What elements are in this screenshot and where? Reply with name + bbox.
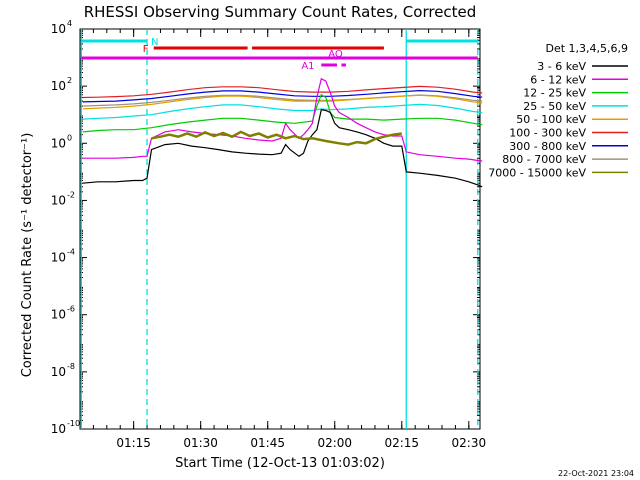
legend-entry-label: 7000 - 15000 keV	[488, 166, 586, 179]
y-tick-exponent: -4	[67, 248, 75, 257]
series-line	[82, 89, 483, 103]
y-tick-label: 10	[51, 365, 66, 379]
y-tick-label: 10	[51, 308, 66, 322]
legend-title: Det 1,3,4,5,6,9	[545, 42, 628, 55]
y-tick-exponent: 0	[67, 133, 72, 142]
y-tick-exponent: -10	[67, 419, 80, 428]
y-tick-label: 10	[51, 79, 66, 93]
series-line	[82, 109, 483, 188]
plot-frame	[79, 28, 481, 430]
y-tick-label: 10	[51, 193, 66, 207]
flag-bar-label: A1	[301, 61, 314, 72]
legend-entry-label: 25 - 50 keV	[523, 100, 586, 113]
x-tick-label: 01:15	[116, 436, 151, 450]
legend-entry-label: 6 - 12 keV	[530, 73, 586, 86]
flag-bar-label: N	[151, 37, 158, 48]
flag-bars: NF A1 AQ	[81, 37, 478, 72]
y-tick-exponent: -2	[67, 190, 75, 199]
y-tick-label: 10	[51, 251, 66, 265]
legend-entry-label: 3 - 6 keV	[537, 60, 586, 73]
legend-entry-label: 300 - 800 keV	[509, 140, 586, 153]
chart-title: RHESSI Observing Summary Count Rates, Co…	[84, 3, 477, 21]
y-tick-label: 10	[51, 136, 66, 150]
flag-bar-label: F	[143, 44, 149, 55]
legend-entry-label: 800 - 7000 keV	[502, 153, 586, 166]
footer-timestamp: 22-Oct-2021 23:04	[558, 469, 634, 478]
series-line	[82, 103, 483, 120]
flag-bar-label: AQ	[328, 49, 343, 60]
x-tick-label: 02:30	[452, 436, 487, 450]
x-tick-label: 02:15	[384, 436, 419, 450]
y-axis-label: Corrected Count Rate (s⁻¹ detector⁻¹)	[20, 133, 35, 378]
y-tick-exponent: -6	[67, 305, 75, 314]
series-line	[151, 130, 402, 146]
legend-entry-label: 12 - 25 keV	[523, 87, 586, 100]
x-tick-label: 02:00	[317, 436, 352, 450]
x-tick-label: 01:45	[250, 436, 285, 450]
series-line	[82, 77, 483, 162]
y-tick-label: 10	[51, 422, 66, 436]
y-tick-exponent: 2	[67, 76, 72, 85]
series-line	[82, 94, 483, 110]
legend-entry-label: 50 - 100 keV	[516, 113, 586, 126]
legend-entry-label: 100 - 300 keV	[509, 127, 586, 140]
y-tick-exponent: -8	[67, 362, 75, 371]
x-tick-label: 01:30	[183, 436, 218, 450]
y-tick-label: 10	[51, 22, 66, 36]
vertical-markers	[80, 29, 479, 429]
series-line	[82, 85, 483, 99]
data-series	[82, 77, 483, 188]
plot-border	[79, 28, 481, 430]
x-axis-label: Start Time (12-Oct-13 01:03:02)	[175, 456, 385, 471]
y-tick-exponent: 4	[67, 19, 72, 28]
x-axis: 01:15 01:30 01:45 02:00 02:15 02:30	[92, 29, 487, 450]
